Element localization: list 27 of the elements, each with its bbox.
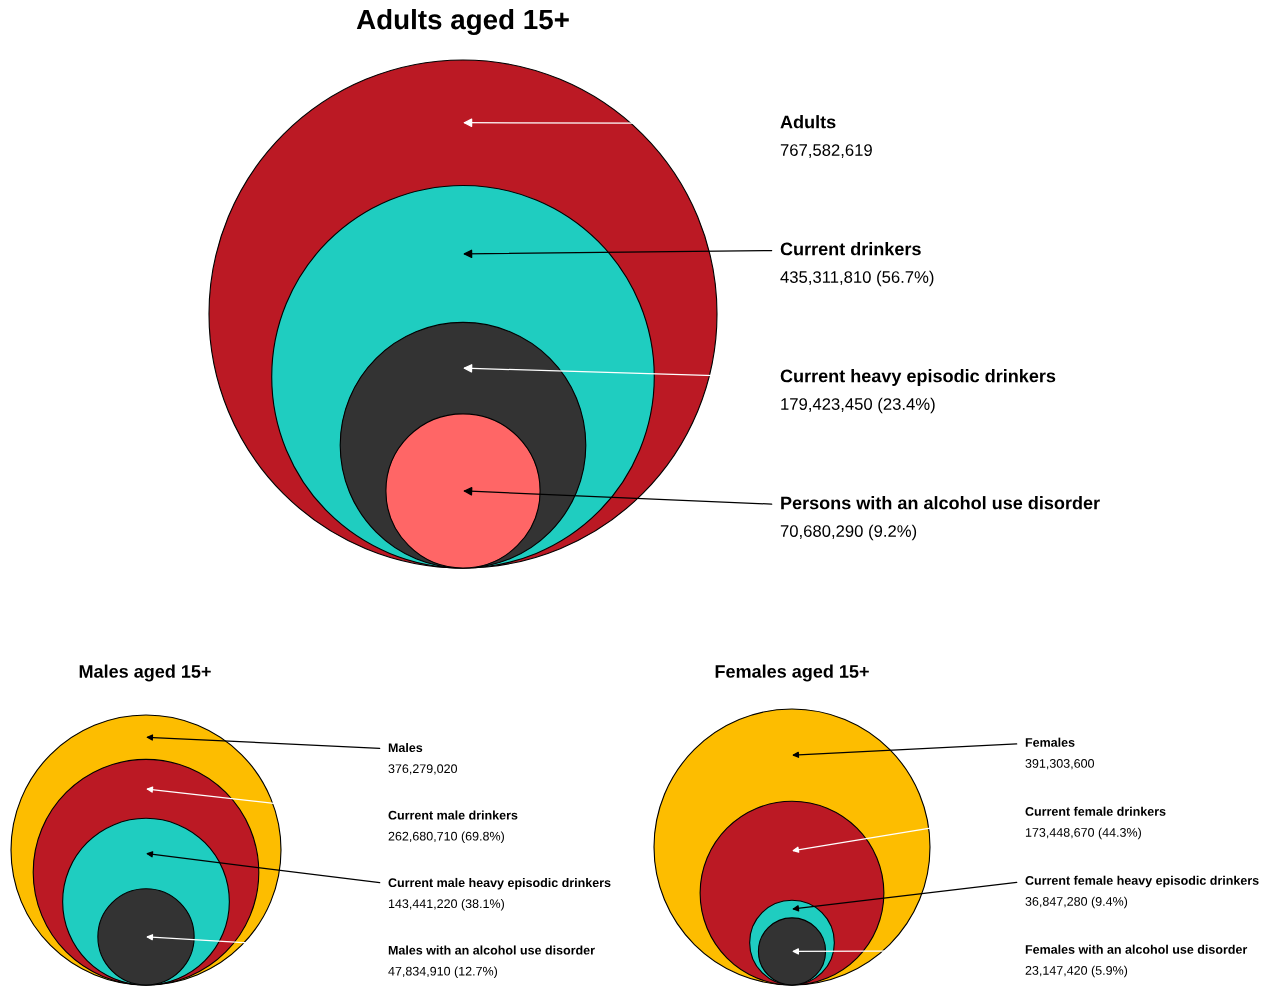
category-label: Current female heavy episodic drinkers xyxy=(1025,875,1259,888)
category-label: Adults xyxy=(780,115,836,129)
category-label: Females with an alcohol use disorder xyxy=(1025,944,1248,954)
data-label: 47,834,910 (12.7%) xyxy=(388,966,498,979)
category-label: Females xyxy=(1025,737,1075,747)
data-label: 36,847,280 (9.4%) xyxy=(1025,896,1128,909)
category-label: Current male heavy episodic drinkers xyxy=(388,877,611,890)
data-label: 391,303,600 xyxy=(1025,759,1095,770)
data-label: 376,279,020 xyxy=(388,764,458,775)
category-label: Current male drinkers xyxy=(388,810,518,820)
data-label: 173,448,670 (44.3%) xyxy=(1025,827,1141,840)
text: Males aged 15+ xyxy=(79,664,211,682)
category-label: Current female drinkers xyxy=(1025,806,1166,816)
data-label: 70,680,290 (9.2%) xyxy=(780,524,917,541)
data-label: 179,423,450 (23.4%) xyxy=(781,397,935,414)
category-label: Current drinkers xyxy=(780,242,921,256)
data-label: 143,441,220 (38.1%) xyxy=(388,898,504,911)
data-label: 767,582,619 xyxy=(780,144,872,158)
category-label: Persons with an alcohol use disorder xyxy=(781,496,1100,510)
data-label: 23,147,420 (5.9%) xyxy=(1025,965,1128,978)
text: Females aged 15+ xyxy=(715,664,869,682)
category-label: Males xyxy=(388,742,423,753)
data-label: 262,680,710 (69.8%) xyxy=(388,831,504,844)
data-label: 435,311,810 (56.7%) xyxy=(780,270,934,287)
category-label: Males with an alcohol use disorder xyxy=(388,945,595,955)
category-label: Current heavy episodic drinkers xyxy=(780,369,1056,386)
text: Adults aged 15+ xyxy=(356,8,569,36)
